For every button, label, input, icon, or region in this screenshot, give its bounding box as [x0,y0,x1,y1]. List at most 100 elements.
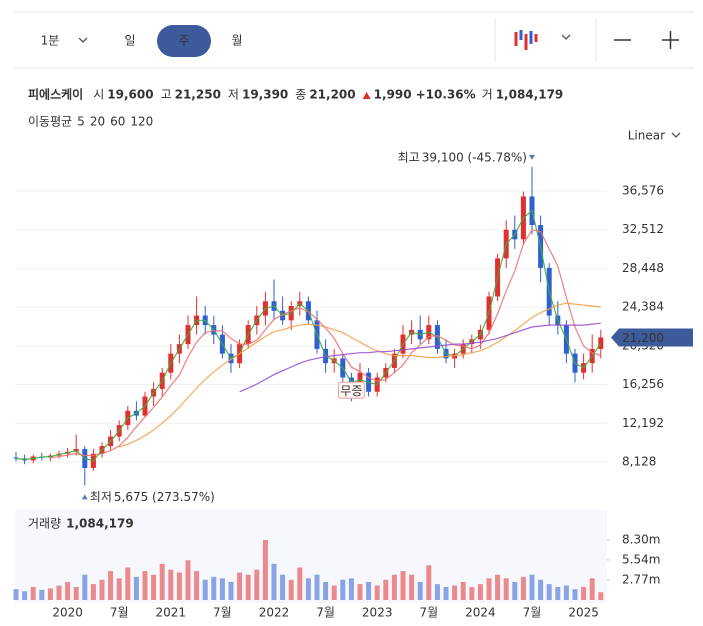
volume-bar [237,572,243,600]
low-label: 최저 [90,490,112,504]
legend-entry: 20 [90,115,105,129]
volume-bar [357,584,363,600]
high-label: 최고 [398,150,420,164]
info-text: 고 [161,88,172,102]
volume-bar [116,578,122,600]
volume-bar [185,560,191,600]
volume-bar [366,581,372,600]
volume-bar [400,571,406,600]
x-tick-label: 7월 [316,606,335,620]
volume-bar [477,584,483,600]
volume-bar [142,571,148,600]
legend-entry: 120 [130,115,153,129]
volume-tick-label: 8.30m [622,533,660,547]
volume-bar [529,574,535,600]
info-text: 19,390 [242,88,288,102]
volume-bar [228,581,234,600]
info-text: 시 [93,88,104,102]
volume-bar [262,540,268,600]
scale-button[interactable]: Linear [628,129,665,143]
event-badge [337,381,365,399]
x-tick-label: 2022 [259,606,290,620]
interval-button[interactable]: 주 [178,34,189,48]
info-text: 19,600 [107,88,153,102]
info-text: 1,084,179 [496,88,564,102]
volume-value: 1,084,179 [66,517,134,531]
x-tick-label: 2020 [52,606,83,620]
x-tick-label: 7월 [110,606,129,620]
volume-bar [434,584,440,600]
volume-title: 거래량 [28,517,61,531]
volume-bar [520,576,526,600]
ma-legend-label: 이동평균 [28,115,72,129]
legend-entry: 5 [77,115,85,129]
volume-bar [443,586,449,600]
legend-entry: 60 [110,115,125,129]
volume-bar [546,584,552,600]
low-marker [81,494,88,500]
volume-bar [297,567,303,600]
info-text: +10.36% [416,88,476,102]
volume-bar [314,574,320,600]
candle-body [13,457,19,459]
price-tag [611,328,693,347]
volume-bar [572,589,578,600]
volume-bar [469,586,475,600]
info-text: 21,200 [309,88,355,102]
volume-bar [245,574,251,600]
chevron [78,37,88,43]
volume-bar [159,563,165,600]
ma-line [15,209,602,462]
volume-bar [99,579,105,600]
volume-bar [56,585,62,600]
x-tick-label: 2021 [156,606,187,620]
x-tick-label: 2025 [568,606,599,620]
volume-bar [409,574,415,600]
volume-bar [30,586,36,600]
volume-tick-label: 2.77m [622,572,660,586]
volume-bar [426,565,432,600]
volume-bar [82,574,88,600]
interval-button[interactable]: 월 [231,34,242,48]
y-tick-label: 12,192 [622,416,664,430]
x-tick-label: 2024 [465,606,496,620]
volume-bar [323,581,329,600]
volume-bar [598,592,604,600]
volume-bar [486,578,492,600]
candle-body [598,337,604,349]
y-tick-label: 32,512 [622,222,664,236]
volume-bar [374,585,380,600]
volume-bar [589,578,595,600]
volume-bar [73,586,79,600]
high-marker [529,154,535,160]
event-label: 무증 [340,384,362,398]
volume-bar [391,574,397,600]
y-tick-label: 16,256 [622,377,664,391]
zoom-in-button[interactable] [662,31,679,49]
volume-bar [133,576,139,600]
volume-bar [538,579,544,600]
chevron [671,132,681,138]
volume-bar [503,578,509,600]
x-tick-label: 7월 [419,606,438,620]
volume-bar [219,578,225,600]
volume-bar [125,567,131,600]
volume-bar [254,569,260,600]
chevron [561,34,571,40]
volume-bar [65,581,71,600]
volume-bar [280,574,286,600]
low-value: 5,675 (273.57%) [114,490,215,504]
ma-line [119,302,601,448]
chart-type-button[interactable] [514,30,571,50]
volume-bar [581,586,587,600]
volume-bar [168,569,174,600]
volume-bar [271,563,277,600]
volume-bar [417,581,423,600]
y-tick-label: 24,384 [622,300,664,314]
interval-button[interactable]: 1분 [41,34,60,48]
price-tag-label: 21,200 [622,331,664,345]
interval-button[interactable]: 일 [124,34,135,48]
volume-bar [90,584,96,600]
y-tick-label: 28,448 [622,261,664,275]
y-tick-label: 8,128 [622,455,656,469]
